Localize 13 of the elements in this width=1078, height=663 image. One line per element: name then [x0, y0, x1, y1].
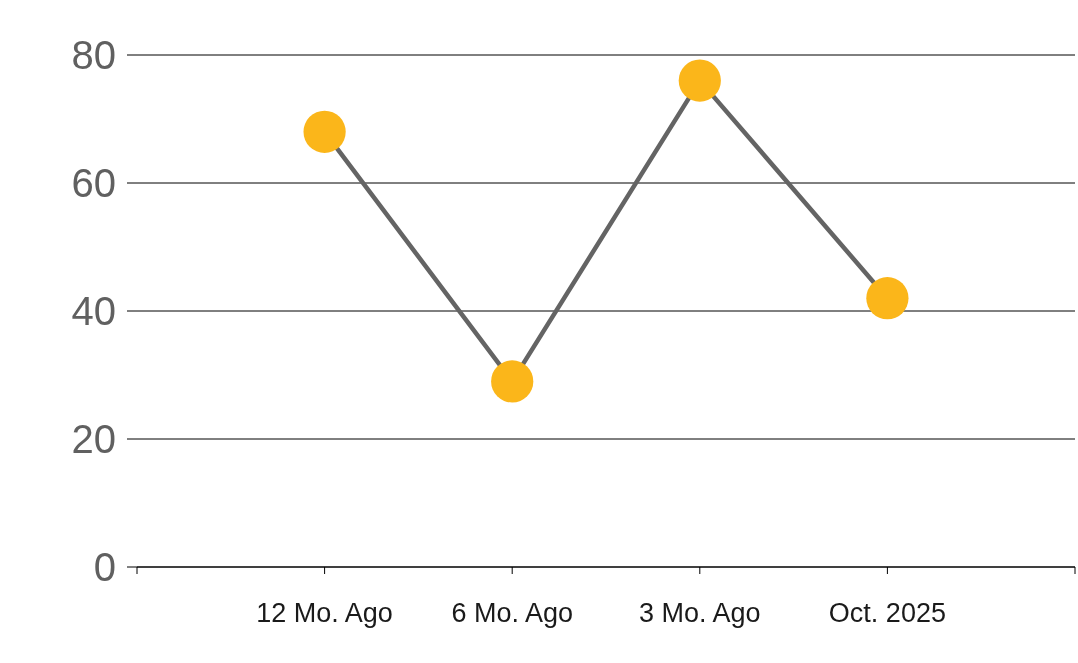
x-tick-label: Oct. 2025: [828, 598, 946, 628]
y-tick-label: 0: [93, 545, 116, 589]
point: [491, 360, 534, 403]
point: [303, 110, 346, 153]
point: [678, 59, 721, 102]
x-tick-label: 12 Mo. Ago: [256, 598, 393, 628]
point: [866, 277, 909, 320]
y-tick-label: 80: [71, 33, 116, 77]
y-tick-label: 40: [71, 289, 116, 333]
y-tick-label: 20: [71, 417, 116, 461]
y-tick-label: 60: [71, 161, 116, 205]
x-tick-label: 3 Mo. Ago: [639, 598, 761, 628]
x-tick-label: 6 Mo. Ago: [451, 598, 573, 628]
